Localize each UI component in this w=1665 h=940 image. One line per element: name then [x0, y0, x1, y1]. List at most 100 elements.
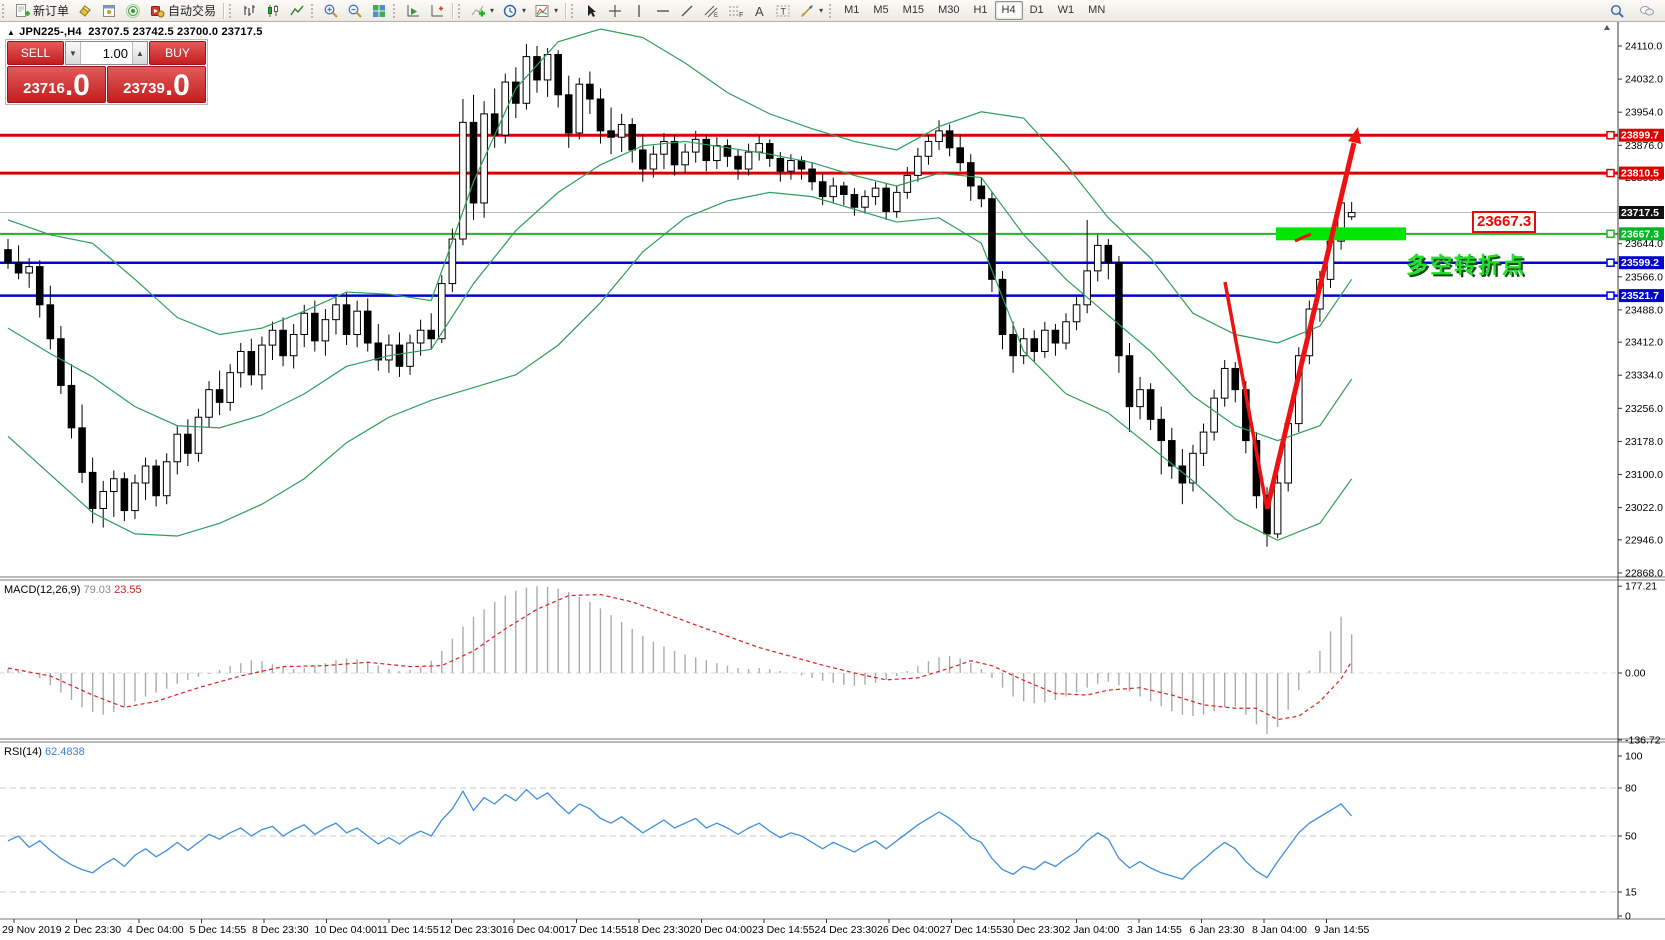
- svg-text:23599.2: 23599.2: [1621, 257, 1659, 269]
- dropdown-caret-icon[interactable]: ▾: [554, 6, 559, 15]
- chart-window[interactable]: 24110.024032.023954.023876.023800.023644…: [0, 22, 1665, 940]
- svg-text:-136.72: -136.72: [1625, 734, 1661, 746]
- price-badge-23599.2: [1619, 256, 1664, 270]
- toolbar-grip: [311, 3, 316, 18]
- time-axis[interactable]: 29 Nov 2019 2 Dec 23:30 4 Dec 04:00 5 Dec 1…: [2, 919, 1370, 936]
- price-badge-23521.7: [1619, 289, 1664, 303]
- price-axis[interactable]: 24110.024032.023954.023876.023800.023644…: [1618, 41, 1664, 923]
- svg-text:23954.0: 23954.0: [1625, 107, 1663, 119]
- time-label: 5 Dec 14:55: [190, 924, 247, 936]
- sell-price-button[interactable]: 23716.0: [7, 66, 106, 103]
- cursor-button[interactable]: [579, 1, 603, 21]
- toolbar-separator: [565, 2, 567, 19]
- bollinger-bands: [7, 28, 1353, 541]
- search-icon[interactable]: [1605, 1, 1629, 21]
- macd-value: 79.03: [83, 584, 112, 596]
- time-label: 16 Dec 04:00: [502, 924, 565, 936]
- arrows-button[interactable]: ▾: [795, 1, 827, 21]
- chat-icon[interactable]: [1635, 1, 1659, 21]
- timeframe-button-m15[interactable]: M15: [902, 4, 925, 16]
- timeframe-button-h4[interactable]: H4: [994, 1, 1023, 20]
- time-label: 8 Dec 23:30: [252, 924, 309, 936]
- svg-text:80: 80: [1625, 783, 1637, 795]
- tile-windows-button[interactable]: [367, 1, 391, 21]
- buy-button[interactable]: BUY: [149, 41, 206, 65]
- signals-icon[interactable]: [121, 1, 145, 21]
- symbol-name: JPN225-,H4: [19, 26, 82, 38]
- auto-trading-button[interactable]: 自动交易: [145, 1, 220, 21]
- sell-price: 23716: [23, 80, 65, 97]
- price-chart[interactable]: 24110.024032.023954.023876.023800.023644…: [0, 22, 1665, 940]
- svg-text:F: F: [739, 12, 743, 19]
- main-toolbar: 新订单 自动交易 ▾ ▾ ▾ E F A T ▾ M1 M5 M15 M30 H1 H4 D1 W1 MN: [0, 0, 1665, 22]
- arrow-tick: [1294, 232, 1312, 243]
- bar-chart-button[interactable]: [237, 1, 261, 21]
- periods-button[interactable]: ▾: [498, 1, 530, 21]
- svg-text:22946.0: 22946.0: [1625, 534, 1663, 546]
- svg-text:23256.0: 23256.0: [1625, 403, 1663, 415]
- volume-input[interactable]: [81, 42, 132, 64]
- hline-anchor: [1606, 291, 1615, 300]
- timeframe-button-d1[interactable]: D1: [1029, 4, 1044, 16]
- trend-arrow[interactable]: [1223, 127, 1361, 510]
- turning-point-annotation[interactable]: 多空转折点: [1406, 253, 1527, 278]
- time-label: 8 Jan 04:00: [1252, 924, 1307, 936]
- horizontal-lines[interactable]: [0, 130, 1618, 300]
- time-label: 26 Dec 04:00: [877, 924, 940, 936]
- svg-text:23566.0: 23566.0: [1625, 271, 1663, 283]
- candlestick-button[interactable]: [261, 1, 285, 21]
- svg-text:24110.0: 24110.0: [1625, 41, 1662, 53]
- sell-button[interactable]: SELL: [7, 41, 64, 65]
- time-label: 6 Jan 23:30: [1190, 924, 1245, 936]
- timeframe-button-h1[interactable]: H1: [973, 4, 988, 16]
- trendline-button[interactable]: [675, 1, 699, 21]
- vertical-line-button[interactable]: [627, 1, 651, 21]
- crosshair-button[interactable]: [603, 1, 627, 21]
- rsi-pane: [0, 787, 1618, 893]
- toolbar-right-icons: [1605, 0, 1659, 22]
- text-button[interactable]: A: [747, 1, 771, 21]
- timeframe-button-w1[interactable]: W1: [1057, 4, 1075, 16]
- dropdown-caret-icon[interactable]: ▾: [522, 6, 527, 15]
- chart-shift-button[interactable]: [425, 1, 449, 21]
- templates-button[interactable]: ▾: [530, 1, 562, 21]
- fibonacci-button[interactable]: F: [723, 1, 747, 21]
- profiles-icon[interactable]: [97, 1, 121, 21]
- timeframe-button-mn[interactable]: MN: [1088, 4, 1106, 16]
- collapse-icon[interactable]: ▲: [7, 28, 16, 37]
- dropdown-caret-icon[interactable]: ▾: [490, 6, 495, 15]
- cursor-icon: [588, 4, 597, 17]
- svg-text:0.00: 0.00: [1625, 668, 1646, 680]
- auto-scroll-button[interactable]: [401, 1, 425, 21]
- chart-frame: [0, 22, 1665, 920]
- volume-increase-button[interactable]: ▲: [132, 42, 147, 64]
- zoom-in-button[interactable]: [319, 1, 343, 21]
- toolbar-grip: [571, 3, 576, 18]
- buy-price-button[interactable]: 23739.0: [107, 66, 206, 103]
- volume-decrease-button[interactable]: ▼: [66, 42, 81, 64]
- timeframe-button-m1[interactable]: M1: [844, 4, 860, 16]
- support-highlight-rect[interactable]: [1276, 227, 1406, 241]
- price-level-callout[interactable]: 23667.3: [1472, 211, 1537, 233]
- channel-button[interactable]: E: [699, 1, 723, 21]
- timeframe-button-m5[interactable]: M5: [873, 4, 889, 16]
- neworder-icon: [16, 3, 30, 17]
- horizontal-line-button[interactable]: [651, 1, 675, 21]
- line-chart-button[interactable]: [285, 1, 309, 21]
- zoom-out-button[interactable]: [343, 1, 367, 21]
- label-button[interactable]: T: [771, 1, 795, 21]
- svg-text:23899.7: 23899.7: [1621, 130, 1659, 142]
- indicators-button[interactable]: ▾: [466, 1, 498, 21]
- new-order-button[interactable]: 新订单: [10, 1, 73, 21]
- signals-icon: [126, 3, 141, 18]
- svg-text:15: 15: [1625, 887, 1637, 899]
- time-label: 18 Dec 23:30: [627, 924, 690, 936]
- toolbar-grip: [393, 3, 398, 18]
- dropdown-caret-icon[interactable]: ▾: [819, 6, 824, 15]
- profiles-icon: [103, 4, 116, 17]
- time-label: 20 Dec 04:00: [690, 924, 753, 936]
- eraser-icon[interactable]: [73, 1, 97, 21]
- trend-icon: [681, 5, 693, 16]
- timeframe-button-m30[interactable]: M30: [938, 4, 960, 16]
- indicators-icon: [471, 5, 486, 16]
